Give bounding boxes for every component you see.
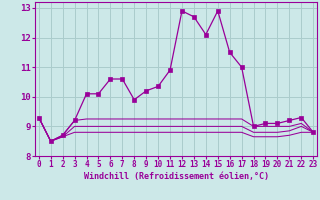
X-axis label: Windchill (Refroidissement éolien,°C): Windchill (Refroidissement éolien,°C): [84, 172, 268, 181]
